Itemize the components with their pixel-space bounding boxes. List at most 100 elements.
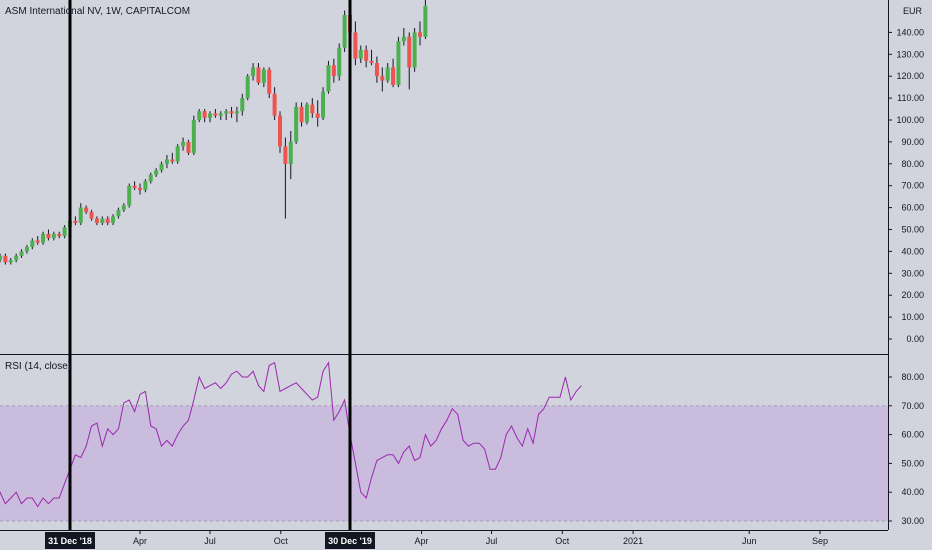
candle (24, 247, 29, 252)
rsi-tick-label: 40.00 (901, 487, 924, 497)
candle (418, 32, 422, 37)
candle (116, 209, 121, 217)
candle (181, 141, 186, 147)
candle (127, 185, 132, 206)
candle (3, 255, 8, 263)
time-tick-label: Jul (204, 536, 216, 546)
candle (315, 113, 320, 118)
price-tick-label: 20.00 (901, 290, 924, 300)
candle (132, 185, 137, 188)
candle (272, 93, 277, 116)
candle (342, 14, 347, 48)
price-tick-label: 130.00 (896, 49, 924, 59)
price-tick-label: 30.00 (901, 268, 924, 278)
candle (401, 36, 406, 42)
candle (423, 6, 428, 37)
candle (0, 255, 2, 261)
time-tick-label: Apr (415, 536, 429, 546)
price-tick-label: 0.00 (906, 334, 924, 344)
candle (256, 67, 261, 83)
candle (202, 111, 207, 118)
candle (186, 141, 191, 153)
candle (73, 220, 78, 223)
candle (111, 216, 116, 223)
candle (143, 181, 148, 191)
candle (30, 240, 35, 248)
candle (191, 120, 196, 153)
candle (283, 146, 288, 164)
candle (89, 211, 94, 219)
candle (8, 260, 13, 263)
rsi-tick-label: 80.00 (901, 372, 924, 382)
candle (218, 113, 223, 116)
candle (51, 233, 56, 239)
candle (364, 49, 369, 61)
candle (224, 111, 229, 114)
candle (391, 67, 396, 85)
candle (294, 106, 299, 142)
candle (353, 32, 358, 59)
price-tick-label: 100.00 (896, 115, 924, 125)
price-tick-label: 80.00 (901, 159, 924, 169)
candle (159, 163, 164, 171)
date-marker-label: 30 Dec '19 (328, 536, 372, 546)
price-axis-ticks: 0.00 10.00 20.00 30.00 40.00 50.00 60.00 70.00 8… (888, 27, 924, 344)
candle (304, 104, 309, 123)
candle (175, 146, 180, 162)
time-tick-label: Apr (133, 536, 147, 546)
price-tick-label: 50.00 (901, 225, 924, 235)
candle (261, 69, 266, 83)
candle (100, 218, 105, 223)
candle (299, 106, 304, 123)
candle (148, 174, 153, 182)
candle (19, 251, 24, 256)
candle (84, 207, 89, 212)
time-axis-ticks: JunSepAprJulOctAprJulOct2021JunSep (133, 530, 828, 546)
rsi-axis-ticks: 30.00 40.00 50.00 60.00 70.00 80.00 (888, 372, 924, 526)
price-tick-label: 10.00 (901, 312, 924, 322)
price-candles (0, 0, 428, 265)
candle (337, 47, 342, 77)
candle (251, 67, 256, 77)
candle (35, 240, 40, 243)
candle (138, 187, 142, 191)
price-tick-label: 110.00 (897, 93, 924, 103)
candle (331, 65, 336, 77)
candle (105, 218, 110, 223)
time-tick-label: Oct (274, 536, 289, 546)
candle (41, 233, 46, 243)
date-marker-badge (325, 532, 375, 549)
candle (374, 63, 379, 77)
candle (321, 91, 326, 118)
candle (154, 170, 159, 175)
candle (62, 227, 67, 237)
candle (267, 69, 272, 94)
candle (208, 113, 212, 118)
price-tick-label: 40.00 (901, 246, 924, 256)
time-tick-label: Sep (812, 536, 828, 546)
candle (412, 32, 417, 68)
time-tick-label: 2021 (623, 536, 643, 546)
candle (46, 233, 51, 239)
candle (94, 218, 99, 223)
candle (380, 76, 385, 81)
rsi-line (0, 361, 582, 508)
date-marker-lines[interactable]: 31 Dec '18 30 Dec '19 (45, 0, 375, 549)
candle (245, 76, 250, 99)
time-tick-label: Oct (555, 536, 570, 546)
price-tick-label: 140.00 (896, 27, 924, 37)
currency-label: EUR (903, 6, 923, 16)
rsi-tick-label: 30.00 (901, 516, 924, 526)
price-tick-label: 90.00 (901, 137, 924, 147)
candle (310, 104, 315, 114)
candle (278, 115, 282, 147)
price-tick-label: 70.00 (901, 181, 924, 191)
candle (14, 255, 19, 261)
price-tick-label: 120.00 (896, 71, 924, 81)
candle (358, 49, 363, 59)
time-tick-label: Jul (486, 536, 498, 546)
candle (407, 36, 412, 68)
candle (121, 205, 126, 210)
